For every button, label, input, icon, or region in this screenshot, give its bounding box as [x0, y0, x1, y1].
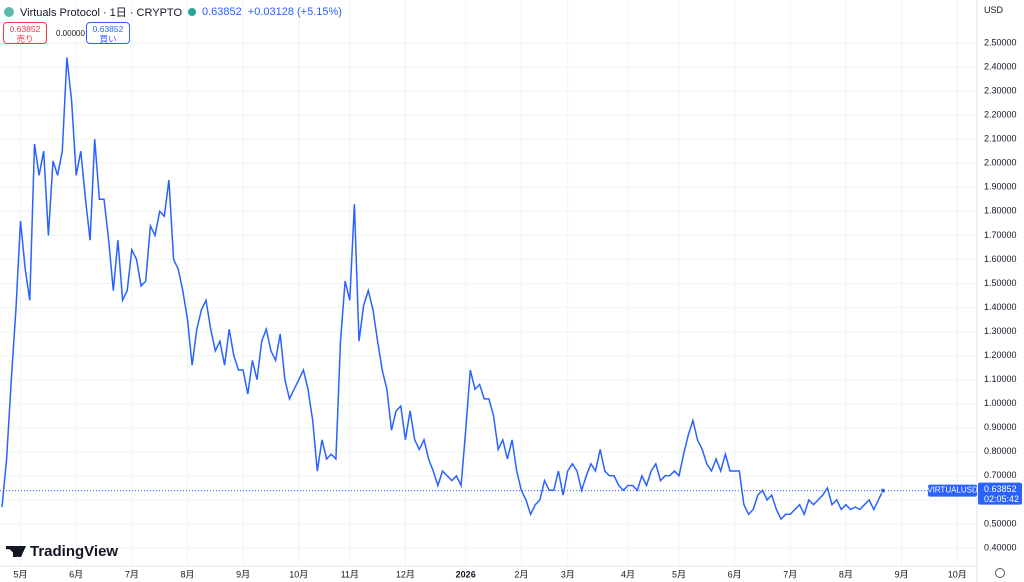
y-tick-label: 1.70000 [984, 230, 1017, 240]
y-tick-label: 0.80000 [984, 446, 1017, 456]
sell-button[interactable]: 0.63852 売り [3, 22, 47, 44]
y-tick-label: 0.50000 [984, 518, 1017, 528]
x-tick-label: 10月 [289, 569, 308, 579]
x-tick-label: 4月 [621, 569, 635, 579]
x-tick-label: 10月 [948, 569, 967, 579]
countdown-label: 02:05:42 [984, 494, 1019, 504]
x-tick-label: 9月 [895, 569, 909, 579]
price: 0.63852 [202, 6, 242, 18]
last-point [880, 487, 887, 494]
x-tick-label: 3月 [561, 569, 575, 579]
y-tick-label: 0.40000 [984, 542, 1017, 552]
header: Virtuals Protocol · 1日 · CRYPTO 0.63852 … [4, 4, 342, 20]
x-tick-label: 2026 [456, 569, 476, 579]
settings-icon[interactable] [995, 568, 1005, 578]
symbol[interactable]: Virtuals Protocol · 1日 · CRYPTO [20, 7, 182, 19]
series-label-box [928, 484, 977, 497]
y-tick-label: 2.50000 [984, 37, 1017, 47]
y-tick-label: 1.50000 [984, 278, 1017, 288]
x-tick-label: 7月 [783, 569, 797, 579]
logo-text: TradingView [30, 543, 119, 560]
x-tick-label: 6月 [69, 569, 83, 579]
x-tick-label: 9月 [236, 569, 250, 579]
x-tick-label: 8月 [839, 569, 853, 579]
y-tick-label: 0.70000 [984, 470, 1017, 480]
buy-price: 0.63852 [92, 24, 124, 34]
sell-price: 0.63852 [9, 24, 41, 34]
price-line [1, 57, 884, 521]
y-tick-label: 2.40000 [984, 61, 1017, 71]
y-tick-label: 1.60000 [984, 254, 1017, 264]
x-tick-label: 2月 [514, 569, 528, 579]
price-label: 0.63852 [984, 484, 1017, 494]
buy-label: 買い [99, 34, 117, 44]
x-tick-label: 7月 [125, 569, 139, 579]
buy-button[interactable]: 0.63852 買い [86, 22, 130, 44]
logo-icon [6, 546, 26, 557]
y-tick-label: 1.30000 [984, 326, 1017, 336]
x-tick-label: 11月 [341, 569, 359, 579]
x-tick-label: 6月 [728, 569, 742, 579]
y-tick-label: 2.10000 [984, 134, 1017, 144]
y-tick-label: 2.30000 [984, 86, 1017, 96]
spread: 0.00000 [56, 29, 85, 38]
x-tick-label: 5月 [672, 569, 686, 579]
sell-label: 売り [16, 34, 34, 44]
status-dot [188, 8, 196, 16]
price-label-box [978, 482, 1022, 505]
y-tick-label: 2.00000 [984, 158, 1017, 168]
symbol-icon [4, 7, 14, 17]
y-tick-label: 1.90000 [984, 182, 1017, 192]
change: +0.03128 (+5.15%) [247, 6, 342, 18]
y-tick-label: 1.10000 [984, 374, 1017, 384]
x-tick-label: 5月 [14, 569, 28, 579]
currency[interactable]: USD [984, 5, 1004, 15]
y-tick-label: 1.20000 [984, 350, 1017, 360]
y-tick-label: 1.00000 [984, 398, 1017, 408]
x-tick-label: 8月 [180, 569, 194, 579]
y-tick-label: 1.40000 [984, 302, 1017, 312]
y-tick-label: 0.90000 [984, 422, 1017, 432]
x-tick-label: 12月 [396, 569, 415, 579]
series-label: VIRTUALUSD [927, 486, 978, 495]
y-tick-label: 2.20000 [984, 110, 1017, 120]
y-tick-label: 1.80000 [984, 206, 1017, 216]
logo[interactable]: TradingView [6, 543, 118, 560]
